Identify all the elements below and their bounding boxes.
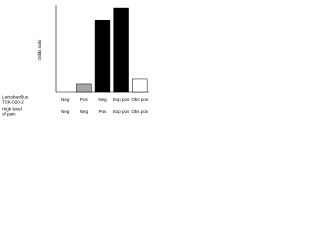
x-tick-label: Neg	[98, 97, 107, 102]
bar	[76, 83, 92, 93]
x-tick-label: Exp pos	[113, 109, 130, 114]
page: {"chart_data": {"type": "bar", "y_label"…	[0, 0, 150, 124]
chart: Odds ratio Lactobacillus TSK-020-2 Neg Pos N…	[2, 5, 149, 117]
x-tick-label: Neg	[61, 97, 70, 102]
x-tick-label: Pos	[80, 97, 89, 102]
row-label: Lactobacillus TSK-020-2	[2, 95, 29, 105]
bar	[113, 7, 129, 93]
x-tick-label: Obs pos	[131, 109, 149, 114]
x-tick-label: Exp pos	[113, 97, 130, 102]
x-tick-label: Neg	[80, 109, 89, 114]
bar	[94, 19, 111, 93]
x-tick-label: Obs pos	[131, 97, 149, 102]
y-axis-label: Odds ratio	[37, 39, 42, 60]
x-tick-label: Pos	[99, 109, 108, 114]
row-label: High level of pain	[2, 107, 22, 117]
bar	[132, 78, 148, 93]
x-tick-label: Neg	[61, 109, 70, 114]
